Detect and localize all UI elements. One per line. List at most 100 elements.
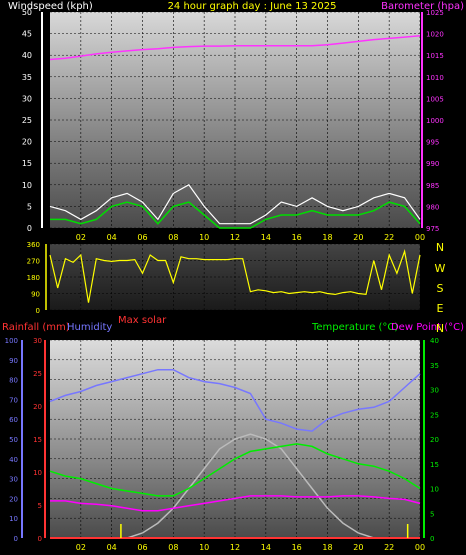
humidity-tick-label: 70 (9, 396, 18, 404)
wind-axis-title: Windspeed (kph) (8, 1, 93, 12)
x-tick-label: 10 (199, 233, 209, 242)
barometer-tick-label: 1025 (426, 9, 444, 17)
wind-tick-label: 15 (22, 159, 32, 168)
barometer-axis-title: Barometer (hpa) (381, 1, 464, 12)
direction-tick-label: 270 (27, 258, 40, 266)
x-tick-label: 06 (137, 543, 147, 552)
barometer-tick-label: 980 (426, 203, 439, 211)
humidity-tick-label: 80 (9, 377, 18, 385)
x-tick-label: 00 (415, 233, 425, 242)
dew-point-line (50, 495, 421, 512)
rainfall-tick-label: 0 (38, 535, 42, 543)
wind-tick-label: 25 (22, 116, 32, 125)
barometer-tick-label: 1010 (426, 74, 444, 82)
direction-tick-label: 0 (36, 307, 40, 315)
humidity-tick-label: 40 (9, 456, 18, 464)
wind-gust-line (49, 184, 421, 225)
wind-tick-label: 35 (22, 73, 32, 82)
barometer-tick-label: 990 (426, 160, 439, 168)
barometer-tick-label: 985 (426, 182, 439, 190)
rainfall-axis-title: Rainfall (mm) (2, 322, 70, 333)
compass-labels: N W S E N (435, 241, 446, 335)
x-tick-label: 06 (137, 233, 147, 242)
compass-n-bottom: N (436, 322, 444, 335)
wind-average-line (50, 201, 421, 229)
x-tick-label: 16 (292, 543, 302, 552)
direction-tick-label: 180 (27, 274, 40, 282)
compass-n-top: N (436, 241, 444, 254)
compass-s: S (437, 282, 444, 295)
temperature-tick-label: 5 (430, 510, 434, 518)
temperature-tick-label: 40 (430, 337, 439, 345)
rainfall-tick-label: 30 (33, 337, 42, 345)
x-tick-label: 04 (107, 543, 117, 552)
dew-point-axis-title: Dew Point (°C) (391, 322, 464, 333)
chart-title: 24 hour graph day : June 13 2025 (168, 1, 337, 12)
humidity-tick-label: 10 (9, 515, 18, 523)
temperature-tick-label: 25 (430, 411, 439, 419)
rainfall-tick-label: 20 (33, 403, 42, 411)
temperature-tick-label: 10 (430, 486, 439, 494)
x-tick-label: 20 (353, 233, 363, 242)
x-tick-label: 18 (322, 233, 332, 242)
temperature-tick-label: 30 (430, 387, 439, 395)
x-tick-label: 22 (384, 543, 394, 552)
temperature-axis-title: Temperature (°C) (311, 322, 398, 333)
wind-tick-label: 0 (27, 224, 32, 233)
humidity-tick-label: 90 (9, 357, 18, 365)
x-tick-label: 20 (353, 543, 363, 552)
wind-tick-label: 10 (22, 181, 32, 190)
humidity-axis-title: Humidity (67, 322, 112, 333)
barometer-tick-label: 1005 (426, 95, 444, 103)
x-tick-label: 18 (322, 543, 332, 552)
barometer-tick-label: 995 (426, 139, 439, 147)
wind-direction-line (49, 248, 421, 303)
humidity-tick-label: 20 (9, 495, 18, 503)
rainfall-tick-label: 10 (33, 469, 42, 477)
barometer-tick-label: 1015 (426, 52, 444, 60)
x-tick-label: 12 (230, 233, 240, 242)
barometer-tick-label: 1020 (426, 31, 444, 39)
x-tick-label: 02 (76, 233, 86, 242)
humidity-line (49, 368, 421, 432)
x-tick-label: 08 (168, 543, 178, 552)
compass-e: E (437, 302, 444, 315)
wind-tick-label: 40 (22, 51, 32, 60)
direction-tick-label: 90 (31, 291, 40, 299)
wind-tick-label: 30 (22, 94, 32, 103)
temperature-tick-label: 35 (430, 362, 439, 370)
humidity-tick-label: 100 (5, 337, 18, 345)
rainfall-tick-label: 25 (33, 370, 42, 378)
x-tick-label: 12 (230, 543, 240, 552)
direction-tick-label: 360 (27, 241, 40, 249)
rainfall-tick-label: 15 (33, 436, 42, 444)
barometer-tick-label: 975 (426, 225, 439, 233)
barometer-tick-label: 1000 (426, 117, 444, 125)
temperature-line (49, 443, 421, 497)
x-tick-label: 14 (261, 233, 271, 242)
temperature-tick-label: 20 (430, 436, 439, 444)
wind-tick-label: 50 (22, 8, 32, 17)
wind-tick-label: 45 (22, 30, 32, 39)
x-tick-label: 14 (261, 543, 271, 552)
wind-tick-label: 5 (27, 202, 32, 211)
wind-tick-label: 20 (22, 138, 32, 147)
x-tick-label: 00 (415, 543, 425, 552)
x-tick-label: 08 (168, 233, 178, 242)
x-tick-label: 16 (292, 233, 302, 242)
max-solar-label: Max solar (118, 315, 167, 326)
humidity-tick-label: 0 (14, 535, 18, 543)
rainfall-tick-label: 5 (38, 502, 42, 510)
barometer-line (49, 35, 421, 61)
temperature-tick-label: 0 (430, 535, 434, 543)
compass-w: W (435, 262, 446, 275)
humidity-tick-label: 50 (9, 436, 18, 444)
temperature-tick-label: 15 (430, 461, 439, 469)
humidity-tick-label: 30 (9, 476, 18, 484)
x-tick-label: 10 (199, 543, 209, 552)
x-tick-label: 22 (384, 233, 394, 242)
x-tick-label: 02 (76, 543, 86, 552)
x-tick-label: 04 (107, 233, 117, 242)
humidity-tick-label: 60 (9, 416, 18, 424)
